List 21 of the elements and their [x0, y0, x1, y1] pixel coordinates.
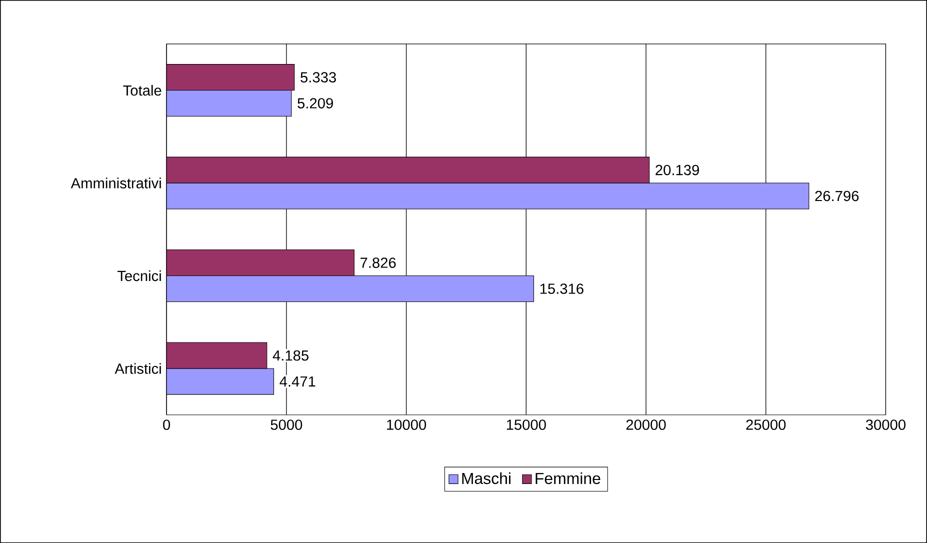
data-label: 5.209 [298, 98, 333, 108]
data-label: 26.796 [815, 190, 859, 202]
y-tick-label: Tecnici [117, 270, 161, 282]
x-tick-label: 10000 [387, 419, 426, 430]
data-label: 5.333 [300, 72, 336, 82]
data-label: 4.185 [272, 350, 308, 361]
y-tick-label: Totale [123, 84, 162, 96]
y-tick-label: Amministrativi [70, 178, 161, 188]
x-tick-label: 20000 [626, 419, 666, 430]
data-label: 20.139 [656, 164, 699, 176]
x-tick-label: 30000 [866, 419, 906, 430]
x-tick-label: 15000 [506, 419, 546, 430]
x-tick-label: 0 [163, 419, 170, 430]
y-tick-label: Artistici [114, 363, 161, 374]
data-label: 7.826 [360, 258, 396, 268]
data-label: 4.471 [280, 376, 316, 386]
legend-label: Maschi [462, 472, 510, 484]
legend-label: Femmine [536, 472, 600, 484]
x-tick-label: 5000 [270, 419, 302, 430]
data-label: 15.316 [540, 283, 584, 294]
x-tick-label: 25000 [746, 419, 786, 430]
